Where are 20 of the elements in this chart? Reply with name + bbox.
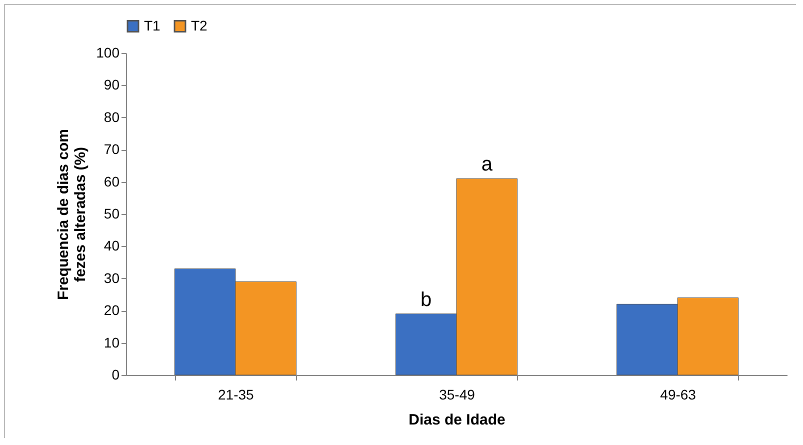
x-tick-label: 21-35 [218, 386, 254, 402]
y-tick-label: 0 [112, 366, 120, 382]
annotation: a [481, 154, 494, 176]
legend-label: T1 [144, 17, 161, 34]
legend-label: T2 [191, 17, 208, 34]
y-tick-label: 30 [104, 270, 120, 286]
y-tick-label: 50 [104, 206, 120, 222]
x-tick-label: 49-63 [660, 386, 696, 402]
y-tick-label: 20 [104, 302, 120, 318]
y-axis-title: Frequencia de dias com fezes alteradas (%) [55, 129, 90, 300]
y-tick-label: 40 [104, 238, 120, 254]
y-tick-label: 60 [104, 173, 120, 190]
x-axis-title: Dias de Idade [408, 412, 506, 428]
y-tick-label: 80 [104, 108, 120, 125]
y-tick-label: 10 [104, 334, 120, 350]
y-tick-label: 70 [104, 141, 120, 158]
x-tick-label: 35-49 [439, 386, 476, 402]
y-tick-label: 100 [96, 44, 120, 60]
y-tick-label: 90 [104, 76, 120, 93]
annotation: b [420, 288, 432, 311]
